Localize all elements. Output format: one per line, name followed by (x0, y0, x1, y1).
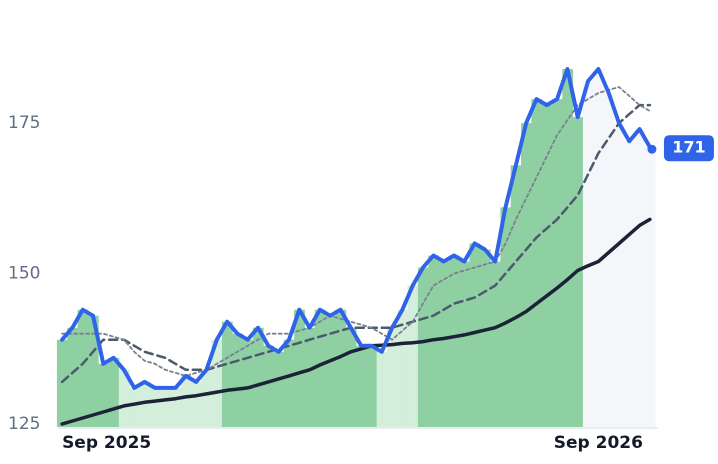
area-bar (98, 363, 109, 427)
area-bar (510, 165, 522, 427)
area-bar (531, 99, 543, 427)
area-bar (479, 249, 491, 427)
area-bar (562, 68, 574, 427)
series-line (61, 86, 651, 377)
area-bar (273, 351, 285, 427)
area-bar (376, 351, 388, 427)
area-bar (459, 261, 470, 427)
y-tick-label: 175 (8, 113, 40, 133)
area-bar (129, 387, 140, 427)
area-bar (118, 369, 130, 427)
last-value-label: 171 (672, 138, 705, 157)
area-bar (294, 309, 305, 427)
area-bar (624, 141, 635, 427)
x-tick-label: Sep 2026 (554, 433, 643, 453)
area-bar (160, 387, 171, 427)
area-bar (242, 339, 254, 427)
area-bar (551, 99, 563, 427)
area-bar (613, 123, 625, 427)
area-bar (448, 255, 460, 427)
value-badge (663, 135, 714, 162)
area-bar (139, 381, 151, 427)
area-bar (190, 381, 202, 427)
area-bar (325, 315, 336, 427)
y-tick-label: 150 (8, 264, 40, 284)
area-bar (252, 327, 264, 427)
area-bar (314, 309, 326, 427)
area-bar (634, 129, 646, 427)
area-bar (67, 327, 79, 427)
area-bar (541, 105, 553, 427)
area-bar (232, 333, 244, 427)
series-line (60, 217, 652, 426)
area-bar (170, 387, 182, 427)
y-tick-label: 125 (8, 414, 40, 434)
area-bar (407, 285, 419, 427)
area-bar (283, 339, 295, 427)
area-bar (603, 93, 615, 427)
area-bar (397, 309, 409, 427)
x-tick-label: Sep 2025 (62, 433, 151, 453)
area-bar (386, 327, 398, 427)
area-bar (211, 339, 223, 427)
area-bar (221, 321, 233, 427)
area-bar (335, 309, 347, 427)
series-line (60, 103, 652, 384)
area-bar (180, 375, 192, 427)
area-bar (304, 327, 316, 427)
series-line (60, 67, 652, 390)
area-bar (582, 81, 594, 427)
area-bar (644, 147, 656, 427)
area-bar (108, 357, 120, 427)
area-bar (438, 261, 450, 427)
area-bar (356, 345, 367, 427)
area-bar (593, 68, 605, 427)
area-bar (366, 345, 378, 427)
area-bar (521, 123, 532, 427)
area-bar (149, 387, 161, 427)
area-bar (500, 207, 512, 427)
area-bar (87, 315, 99, 427)
area-bar (263, 345, 274, 427)
area-bar (56, 339, 68, 427)
area-bar (345, 327, 357, 427)
area-bar (201, 369, 213, 427)
last-point (647, 144, 657, 154)
area-bar (469, 243, 481, 427)
area-bar (77, 309, 89, 427)
area-bar (490, 261, 501, 427)
area-bar (417, 267, 429, 427)
